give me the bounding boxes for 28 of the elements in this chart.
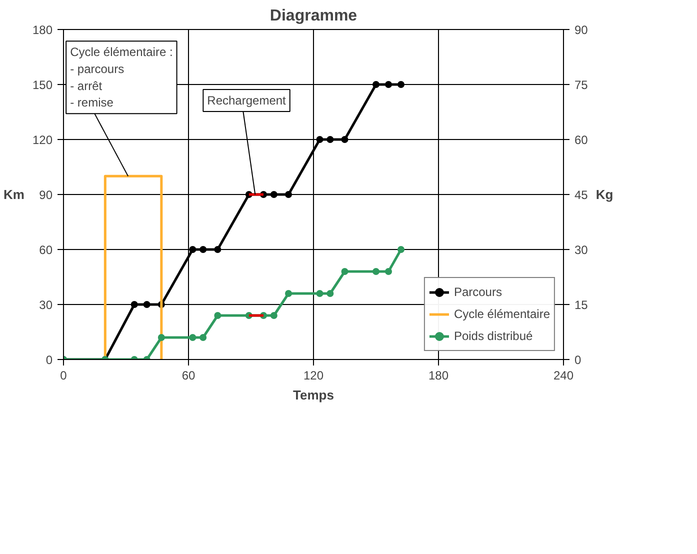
y-tick-label: 180 xyxy=(32,23,53,37)
annotation: Cycle élémentaire : - parcours - arrêt - remise xyxy=(70,45,173,110)
y-tick-label: 60 xyxy=(39,243,53,257)
y-tick-label: 150 xyxy=(32,78,53,92)
y2-axis-title: Kg xyxy=(596,187,614,202)
y2-tick-label: 0 xyxy=(574,353,582,367)
y-tick-label: 30 xyxy=(39,298,53,312)
x-tick-label: 120 xyxy=(303,368,324,382)
legend-label: Cycle élémentaire xyxy=(454,307,550,321)
x-axis-title: Temps xyxy=(293,388,334,402)
y2-tick-label: 60 xyxy=(574,133,588,147)
y-axis-title: Km xyxy=(4,187,24,202)
y2-tick-label: 30 xyxy=(574,243,588,257)
x-tick-label: 180 xyxy=(428,368,449,382)
y2-tick-label: 75 xyxy=(574,78,588,92)
legend-label: Parcours xyxy=(454,285,502,299)
y2-tick-label: 45 xyxy=(574,188,588,202)
y2-tick-label: 15 xyxy=(574,298,588,312)
y2-tick-label: 90 xyxy=(574,23,588,37)
x-tick-label: 0 xyxy=(60,368,68,382)
y-tick-label: 0 xyxy=(46,353,53,367)
annotation: Rechargement xyxy=(207,94,287,108)
x-tick-label: 60 xyxy=(182,368,196,382)
legend-label: Poids distribué xyxy=(454,329,533,343)
chart-title: Diagramme xyxy=(270,8,358,24)
y-tick-label: 120 xyxy=(32,133,53,147)
y-tick-label: 90 xyxy=(39,188,53,202)
x-tick-label: 240 xyxy=(553,368,574,382)
